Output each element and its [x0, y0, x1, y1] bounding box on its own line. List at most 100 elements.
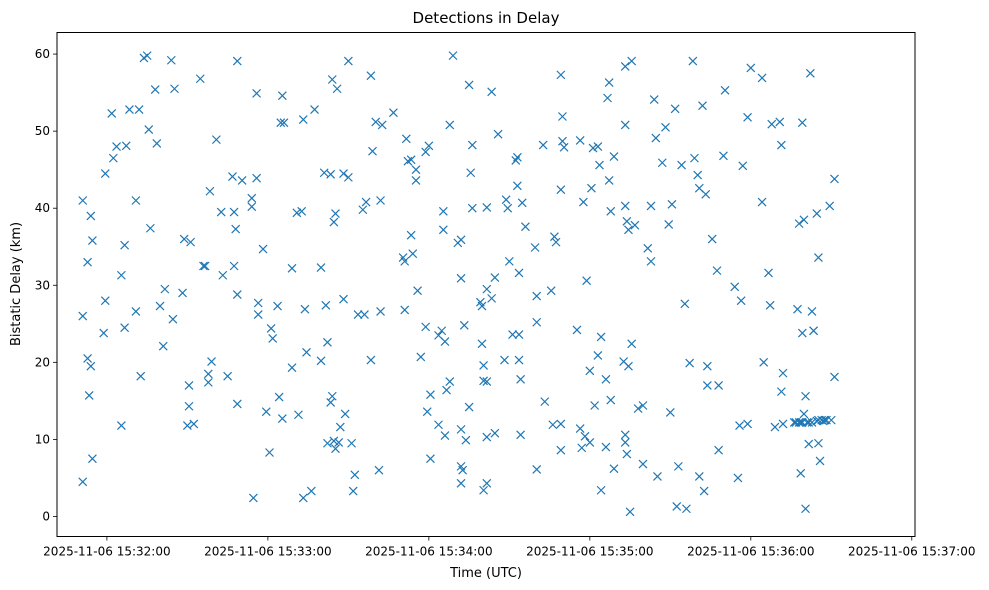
data-point: [685, 358, 695, 368]
data-point: [247, 193, 257, 203]
data-point: [815, 456, 825, 466]
data-point: [158, 341, 168, 351]
data-point: [335, 422, 345, 432]
data-point: [590, 401, 600, 410]
data-point: [232, 56, 242, 66]
data-point: [142, 51, 152, 61]
data-point: [464, 80, 474, 90]
data-point: [247, 202, 257, 212]
data-point: [601, 374, 611, 384]
data-point: [421, 322, 431, 332]
data-point: [166, 55, 176, 65]
data-point: [83, 354, 93, 363]
data-point: [693, 170, 703, 180]
data-point: [796, 418, 806, 427]
data-point: [456, 478, 466, 488]
data-point: [538, 140, 548, 150]
data-point: [332, 84, 342, 94]
data-point: [601, 442, 611, 452]
data-point: [596, 332, 606, 342]
data-point: [667, 199, 677, 209]
data-point: [736, 296, 746, 306]
data-point: [582, 276, 592, 286]
data-point: [347, 438, 357, 448]
data-point: [793, 304, 802, 314]
data-point: [577, 443, 587, 453]
data-point: [730, 282, 740, 292]
data-point: [438, 225, 448, 235]
data-point: [413, 286, 423, 296]
y-tick-label: 10: [35, 432, 50, 446]
data-point: [719, 151, 728, 161]
data-point: [279, 118, 289, 128]
data-point: [112, 142, 121, 151]
data-point: [820, 415, 830, 425]
data-point: [426, 454, 435, 464]
data-point: [532, 317, 542, 327]
data-point: [830, 174, 839, 184]
data-point: [466, 168, 476, 178]
data-point: [228, 172, 237, 182]
data-point: [353, 310, 363, 319]
data-point: [144, 125, 154, 135]
data-point: [767, 119, 777, 129]
data-point: [813, 253, 823, 262]
data-point: [651, 133, 661, 143]
data-point: [620, 438, 630, 447]
data-point: [702, 381, 712, 390]
data-point: [268, 334, 278, 343]
data-point: [479, 485, 489, 495]
data-point: [776, 140, 786, 150]
data-point: [664, 219, 674, 229]
x-tick-label: 2025-11-06 15:36:00: [687, 545, 814, 559]
data-point: [87, 454, 97, 464]
data-point: [638, 401, 648, 410]
data-point: [587, 183, 596, 193]
data-point: [205, 186, 215, 196]
data-point: [627, 56, 637, 66]
data-point: [265, 448, 274, 457]
data-point: [145, 223, 155, 233]
data-point: [252, 173, 262, 183]
data-point: [688, 56, 698, 66]
data-point: [445, 120, 455, 130]
data-point: [223, 371, 233, 381]
data-point: [672, 502, 682, 511]
data-point: [813, 438, 823, 448]
data-point: [326, 169, 336, 179]
data-point: [108, 153, 118, 163]
data-point: [504, 256, 514, 266]
data-point: [622, 449, 632, 459]
data-point: [426, 390, 435, 400]
data-point: [625, 507, 635, 517]
data-point: [411, 165, 421, 175]
data-point: [680, 299, 690, 309]
data-point: [559, 142, 569, 152]
data-point: [630, 220, 640, 230]
x-axis-label: Time (UTC): [449, 566, 522, 581]
data-point: [624, 225, 633, 235]
data-point: [516, 430, 526, 440]
data-point: [440, 337, 450, 346]
data-point: [331, 444, 340, 454]
data-point: [266, 324, 276, 333]
data-point: [218, 270, 228, 280]
data-point: [276, 118, 286, 128]
data-point: [482, 203, 492, 212]
data-point: [411, 176, 421, 185]
data-point: [287, 363, 297, 373]
data-point: [87, 236, 97, 245]
data-point: [458, 465, 468, 475]
data-point: [733, 473, 743, 483]
data-point: [556, 185, 566, 195]
data-point: [698, 101, 707, 111]
data-point: [116, 421, 126, 430]
data-point: [643, 243, 653, 253]
data-point: [627, 339, 637, 349]
data-point: [638, 459, 648, 469]
data-point: [606, 206, 616, 216]
data-point: [479, 360, 489, 370]
data-point: [445, 377, 455, 387]
data-point: [232, 399, 242, 409]
data-point: [546, 286, 556, 296]
